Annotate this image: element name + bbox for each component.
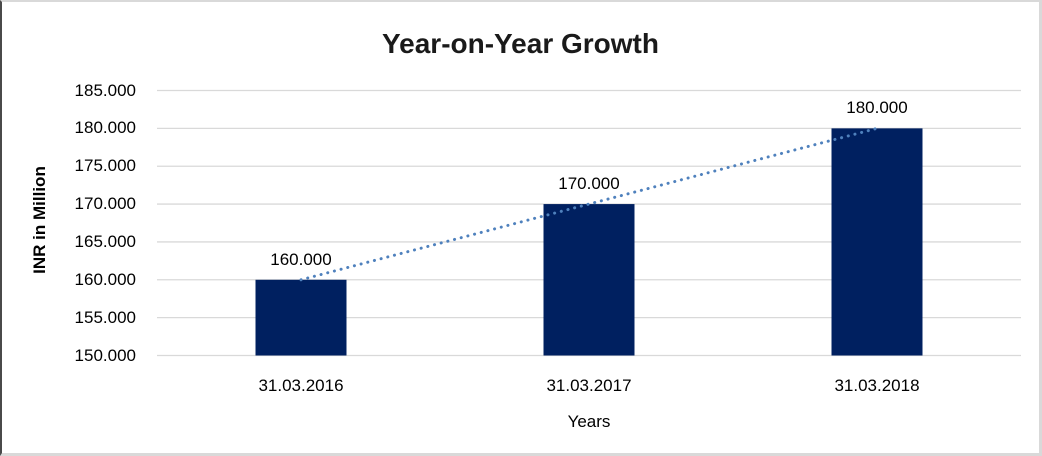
bar-value-label: 180.000 (846, 98, 908, 118)
bar-value-label: 170.000 (558, 174, 620, 194)
y-tick-label: 175.000 (74, 156, 136, 176)
bar-value-label: 160.000 (270, 249, 332, 269)
bar (255, 279, 347, 356)
chart-title: Year-on-Year Growth (382, 28, 659, 59)
y-tick-label: 170.000 (74, 194, 136, 214)
x-tick-label: 31.03.2018 (834, 376, 920, 395)
bar (543, 204, 635, 356)
y-tick-label: 150.000 (74, 345, 136, 365)
x-tick-label: 31.03.2017 (546, 376, 632, 395)
bar (831, 128, 923, 356)
y-tick-label: 180.000 (74, 118, 136, 138)
y-tick-label: 185.000 (74, 80, 136, 100)
y-tick-label: 155.000 (74, 307, 136, 327)
y-tick-label: 160.000 (74, 269, 136, 289)
y-tick-label: 165.000 (74, 231, 136, 251)
x-axis-title: Years (567, 412, 611, 431)
trendline (299, 126, 879, 282)
x-tick-label: 31.03.2016 (258, 376, 344, 395)
